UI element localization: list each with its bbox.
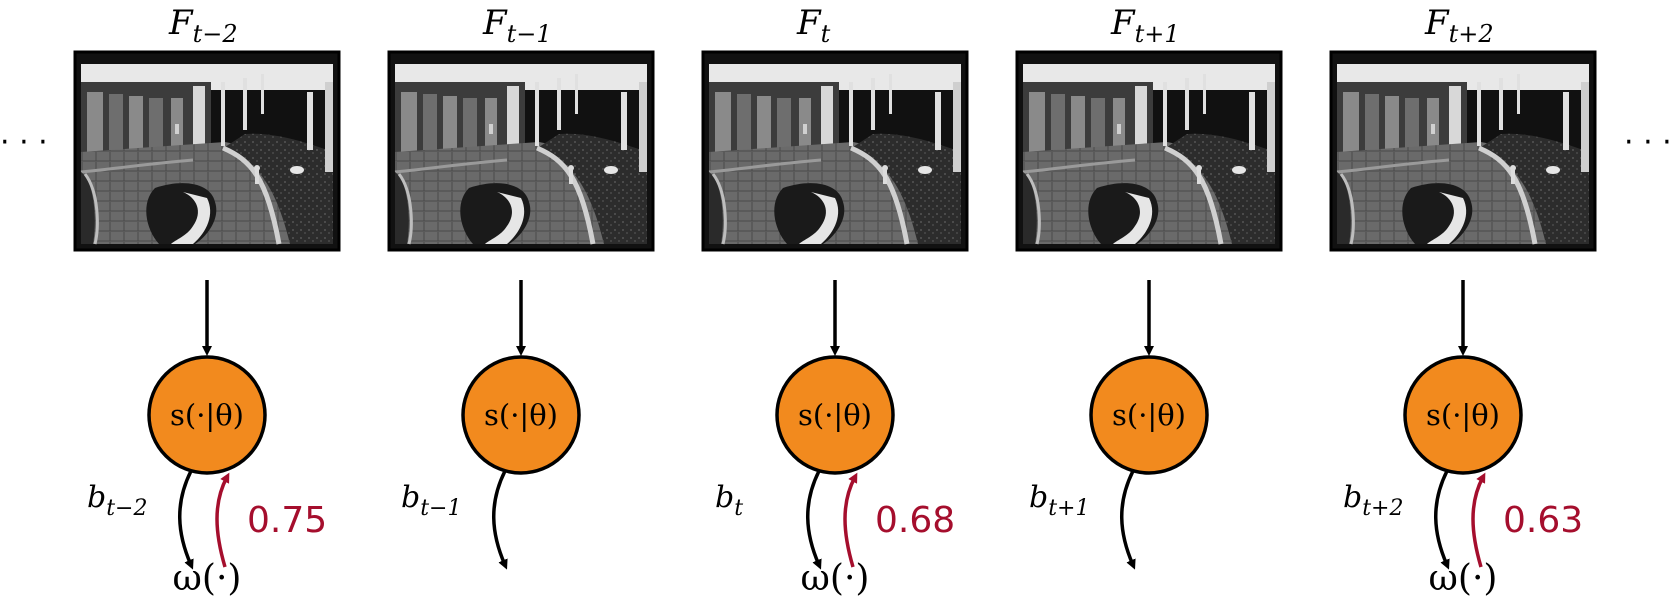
frame-column: Ft+1 s(·|θ) bt+1	[1017, 3, 1281, 570]
frame-title: Ft+2	[1424, 3, 1494, 48]
omega-label: ω(·)	[1429, 558, 1498, 599]
score-value: 0.75	[247, 500, 327, 541]
bbox-label: bt	[715, 480, 743, 521]
bbox-label: bt+2	[1343, 480, 1404, 521]
frame-column: Ft−2 s(·|θ) bt−2 0.75ω(·)	[75, 3, 339, 599]
frames-layer: Ft−2s(·|θ)bt−2 0.75ω(·)Ft−1s(·|θ)bt−1Fts(…	[75, 3, 1595, 599]
frame-title-subscript: t−1	[507, 20, 552, 48]
frame-title-subscript: t+1	[1135, 20, 1180, 48]
frame-column: Ft+2 s(·|θ) bt+2 0.63ω(·)	[1331, 3, 1595, 599]
scoring-node	[1403, 355, 1523, 475]
frame-title: Ft−2	[168, 3, 238, 48]
scoring-node-label: s(·|θ)	[798, 398, 872, 432]
score-arrow	[1471, 472, 1486, 568]
omega-label: ω(·)	[801, 558, 870, 599]
frame-title-main: F	[796, 3, 822, 43]
frame-title-main: F	[482, 3, 508, 43]
bbox-arrow	[492, 470, 508, 570]
frame-title-main: F	[168, 3, 194, 43]
bbox-arrow	[806, 470, 822, 570]
frame-title-main: F	[1110, 3, 1136, 43]
bbox-label: bt+1	[1029, 480, 1090, 521]
score-arrow	[215, 472, 230, 568]
scoring-node	[775, 355, 895, 475]
frame-title-subscript: t+2	[1449, 20, 1494, 48]
bbox-label: bt−1	[401, 480, 462, 521]
bbox-arrow	[1120, 470, 1136, 570]
video-frame-image	[1331, 52, 1595, 250]
frame-column: Ft s(·|θ) bt 0.68ω(·)	[703, 3, 967, 599]
scoring-node	[147, 355, 267, 475]
video-frame-image	[75, 52, 339, 250]
scoring-node-label: s(·|θ)	[1112, 398, 1186, 432]
frame-title: Ft−1	[482, 3, 552, 48]
scoring-node-label: s(·|θ)	[170, 398, 244, 432]
frame-title-subscript: t	[821, 20, 831, 48]
scoring-node-label: s(·|θ)	[484, 398, 558, 432]
scoring-node-label: s(·|θ)	[1426, 398, 1500, 432]
omega-label: ω(·)	[173, 558, 242, 599]
frame-title: Ft	[796, 3, 831, 48]
bbox-arrow	[178, 470, 194, 570]
frame-title-main: F	[1424, 3, 1450, 43]
bbox-arrow	[1434, 470, 1450, 570]
frame-title-subscript: t−2	[193, 20, 238, 48]
bbox-label: bt−2	[87, 480, 148, 521]
ellipsis-left: · · ·	[0, 125, 48, 160]
score-value: 0.68	[875, 500, 955, 541]
video-frame-image	[389, 52, 653, 250]
frame-title: Ft+1	[1110, 3, 1180, 48]
scoring-node	[461, 355, 581, 475]
score-value: 0.63	[1503, 500, 1583, 541]
score-arrow	[843, 472, 858, 568]
scoring-node	[1089, 355, 1209, 475]
ellipsis-right: · · ·	[1624, 125, 1672, 160]
video-frame-image	[1017, 52, 1281, 250]
video-frame-image	[703, 52, 967, 250]
frame-column: Ft−1 s(·|θ) bt−1	[389, 3, 653, 570]
